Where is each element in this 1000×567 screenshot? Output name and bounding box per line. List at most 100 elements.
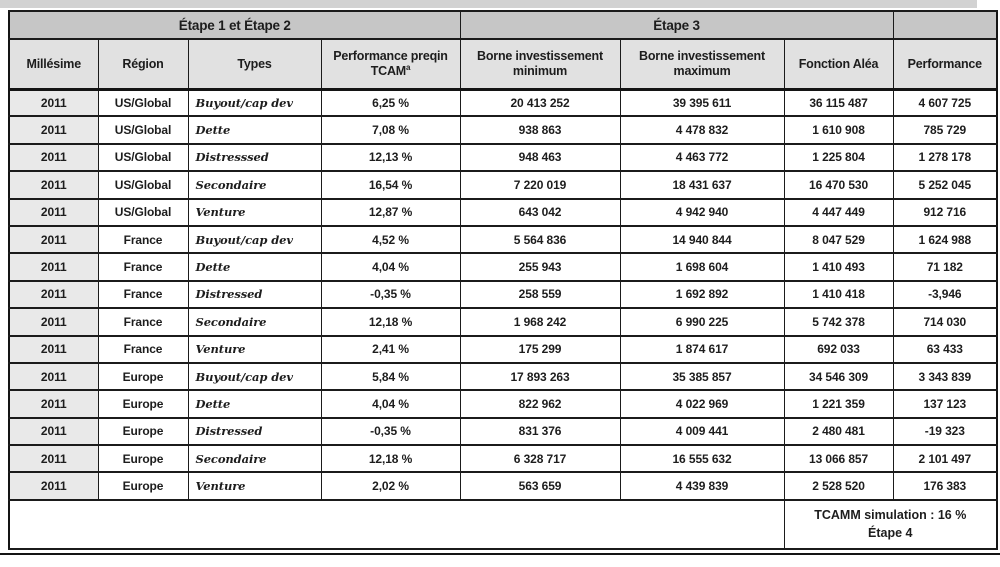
cell-borne-min: 7 220 019	[459, 171, 621, 199]
cell-millesime: 2011	[8, 89, 99, 117]
cell-borne-min: 258 559	[459, 280, 621, 309]
cell-performance-preqin: 4,52 %	[320, 225, 461, 254]
cell-performance-preqin: 12,13 %	[320, 143, 461, 172]
cell-fonction-alea: 1 610 908	[783, 116, 894, 144]
cell-region: France	[97, 280, 189, 309]
table-row: 2011 France Secondaire 12,18 % 1 968 242 6 99…	[8, 308, 998, 336]
cell-borne-max: 1 698 604	[619, 253, 785, 281]
group-header-etape-1-2: Étape 1 et Étape 2	[8, 11, 461, 39]
cell-fonction-alea: 36 115 487	[783, 89, 894, 117]
cell-borne-min: 822 962	[459, 390, 621, 418]
cell-borne-min: 938 863	[459, 116, 621, 144]
cell-fonction-alea: 34 546 309	[783, 362, 894, 391]
cell-region: US/Global	[97, 143, 189, 172]
footnote-strip	[0, 553, 1000, 567]
cell-region: France	[97, 308, 189, 336]
cell-performance: 785 729	[892, 116, 998, 144]
cell-performance: 912 716	[892, 198, 998, 226]
cell-borne-max: 14 940 844	[619, 225, 785, 254]
cell-borne-min: 563 659	[459, 472, 621, 500]
footer-tcamm-cell: TCAMM simulation : 16 % Étape 4	[783, 499, 998, 549]
cell-region: Europe	[97, 362, 189, 391]
column-header-millesime: Millésime	[8, 39, 99, 89]
cell-borne-min: 175 299	[459, 335, 621, 363]
cell-region: France	[97, 225, 189, 254]
cell-borne-max: 18 431 637	[619, 171, 785, 199]
cell-performance: -3,946	[892, 280, 998, 309]
cell-fonction-alea: 8 047 529	[783, 225, 894, 254]
cell-performance: 71 182	[892, 253, 998, 281]
cell-millesime: 2011	[8, 362, 99, 391]
cell-millesime: 2011	[8, 171, 99, 199]
footer-tcamm-simulation: TCAMM simulation : 16 %	[814, 508, 967, 523]
cell-performance: 176 383	[892, 472, 998, 500]
column-header-borne-min: Borne investissement minimum	[459, 39, 621, 89]
cell-performance-preqin: -0,35 %	[320, 280, 461, 309]
group-header-row: Étape 1 et Étape 2 Étape 3	[8, 11, 998, 39]
cell-fonction-alea: 5 742 378	[783, 308, 894, 336]
cell-millesime: 2011	[8, 116, 99, 144]
cell-millesime: 2011	[8, 253, 99, 281]
table-row: 2011 France Dette 4,04 % 255 943 1 698 604 1 4…	[8, 253, 998, 281]
cell-type: Dette	[187, 390, 322, 418]
cell-performance: 1 278 178	[892, 143, 998, 172]
cell-performance-preqin: -0,35 %	[320, 417, 461, 446]
cell-region: US/Global	[97, 198, 189, 226]
cell-borne-max: 4 009 441	[619, 417, 785, 446]
cell-millesime: 2011	[8, 445, 99, 473]
cell-millesime: 2011	[8, 417, 99, 446]
column-header-types: Types	[187, 39, 322, 89]
cell-fonction-alea: 2 528 520	[783, 472, 894, 500]
cell-region: France	[97, 253, 189, 281]
cell-type: Distresssed	[187, 143, 322, 172]
cell-performance-preqin: 16,54 %	[320, 171, 461, 199]
cell-borne-min: 255 943	[459, 253, 621, 281]
cell-millesime: 2011	[8, 143, 99, 172]
cell-fonction-alea: 16 470 530	[783, 171, 894, 199]
cell-performance-preqin: 4,04 %	[320, 390, 461, 418]
cell-performance: 63 433	[892, 335, 998, 363]
column-header-performance-preqin: Performance preqin TCAMa	[320, 39, 461, 89]
group-header-etape-3: Étape 3	[459, 11, 894, 39]
cell-performance: 2 101 497	[892, 445, 998, 473]
column-header-region: Région	[97, 39, 189, 89]
footnote-marker: a	[406, 63, 411, 73]
cell-borne-min: 6 328 717	[459, 445, 621, 473]
cell-performance: 1 624 988	[892, 225, 998, 254]
column-header-performance-preqin-label: Performance preqin TCAM	[333, 48, 448, 79]
cell-performance-preqin: 2,02 %	[320, 472, 461, 500]
cell-performance: 714 030	[892, 308, 998, 336]
cell-borne-max: 4 478 832	[619, 116, 785, 144]
cell-fonction-alea: 1 221 359	[783, 390, 894, 418]
cell-performance-preqin: 12,18 %	[320, 308, 461, 336]
table-row: 2011 Europe Buyout/cap dev 5,84 % 17 893 263…	[8, 362, 998, 391]
group-header-empty	[892, 11, 998, 39]
cell-region: US/Global	[97, 116, 189, 144]
table-row: 2011 US/Global Distresssed 12,13 % 948 463 4 …	[8, 143, 998, 172]
cell-borne-min: 20 413 252	[459, 89, 621, 117]
table-row: 2011 France Venture 2,41 % 175 299 1 874 617 6…	[8, 335, 998, 363]
cell-borne-max: 4 022 969	[619, 390, 785, 418]
cell-borne-min: 831 376	[459, 417, 621, 446]
table-row: 2011 US/Global Buyout/cap dev 6,25 % 20 413 …	[8, 89, 998, 117]
column-header-row: Millésime Région Types Performance preqi…	[8, 39, 998, 89]
cell-fonction-alea: 2 480 481	[783, 417, 894, 446]
cell-borne-max: 16 555 632	[619, 445, 785, 473]
cell-borne-min: 1 968 242	[459, 308, 621, 336]
cell-performance-preqin: 12,18 %	[320, 445, 461, 473]
cell-performance-preqin: 2,41 %	[320, 335, 461, 363]
column-header-performance: Performance	[892, 39, 998, 89]
cell-region: US/Global	[97, 89, 189, 117]
table-row: 2011 France Buyout/cap dev 4,52 % 5 564 836 1…	[8, 225, 998, 254]
footer-row: TCAMM simulation : 16 % Étape 4	[8, 499, 998, 549]
cell-fonction-alea: 692 033	[783, 335, 894, 363]
cell-type: Dette	[187, 253, 322, 281]
cell-millesime: 2011	[8, 390, 99, 418]
cell-borne-max: 4 942 940	[619, 198, 785, 226]
cell-millesime: 2011	[8, 280, 99, 309]
cell-performance-preqin: 4,04 %	[320, 253, 461, 281]
table-row: 2011 US/Global Venture 12,87 % 643 042 4 942 …	[8, 198, 998, 226]
cell-type: Buyout/cap dev	[187, 89, 322, 117]
cell-performance: 4 607 725	[892, 89, 998, 117]
cell-type: Venture	[187, 472, 322, 500]
